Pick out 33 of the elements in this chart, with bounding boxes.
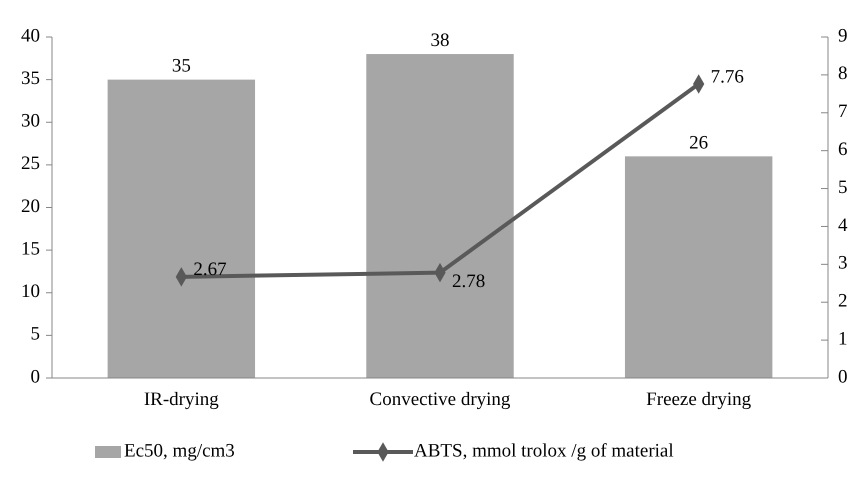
- y2-tick-label: 1: [838, 328, 848, 350]
- data-label: 26: [689, 132, 708, 154]
- y-tick-label: 40: [21, 25, 40, 46]
- bar: [624, 156, 772, 378]
- y2-tick-label: 2: [838, 290, 848, 312]
- y2-tick-label: 7: [838, 101, 848, 122]
- y2-tick-label: 5: [838, 176, 848, 198]
- y-tick-label: 0: [30, 366, 40, 388]
- y2-tick-label: 8: [838, 63, 848, 84]
- legend-label: ABTS, mmol trolox /g of material: [414, 440, 674, 462]
- y-tick-label: 15: [21, 238, 40, 260]
- y2-tick-label: 9: [838, 25, 848, 46]
- x-tick-label: Convective drying: [370, 389, 511, 410]
- y-tick-label: 35: [21, 68, 40, 89]
- y-tick-label: 25: [21, 153, 40, 174]
- y-tick-label: 5: [30, 324, 40, 345]
- y2-tick-label: 0: [838, 366, 848, 388]
- data-label: 7.76: [710, 66, 744, 88]
- data-label: 35: [172, 56, 191, 77]
- legend-label: Ec50, mg/cm3: [124, 440, 235, 462]
- data-label: 38: [430, 30, 450, 52]
- y-tick-label: 20: [21, 196, 40, 217]
- bar: [108, 80, 256, 378]
- y-tick-label: 30: [21, 110, 40, 132]
- x-tick-label: Freeze drying: [646, 389, 752, 410]
- y2-tick-label: 6: [838, 139, 848, 160]
- x-tick-label: IR-drying: [144, 389, 220, 410]
- y2-tick-label: 3: [838, 252, 848, 274]
- y-tick-label: 10: [21, 281, 40, 302]
- data-label: 2.67: [193, 259, 227, 280]
- bar: [366, 54, 514, 378]
- data-label: 2.78: [452, 271, 486, 292]
- y2-tick-label: 4: [838, 214, 848, 236]
